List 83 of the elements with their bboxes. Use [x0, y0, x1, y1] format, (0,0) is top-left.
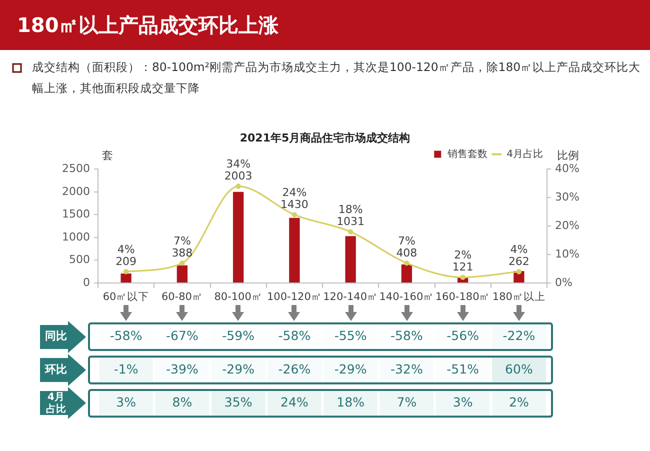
data-label: -56%: [446, 328, 480, 343]
data-label: 60%: [505, 361, 533, 376]
legend-label: 4月占比: [506, 148, 544, 160]
bar: [232, 192, 244, 282]
data-label: 3%: [116, 394, 136, 410]
data-label: 18%: [338, 203, 363, 216]
y2-tick-label: 20%: [555, 218, 580, 232]
data-label: -67%: [166, 328, 198, 343]
bar: [176, 265, 188, 282]
data-label: -1%: [114, 361, 138, 376]
point: [404, 260, 410, 266]
y-tick-label: 1000: [62, 230, 90, 244]
data-label: 408: [396, 246, 418, 260]
point: [292, 212, 298, 218]
point: [123, 269, 129, 274]
point: [180, 260, 185, 266]
y-tick-label: 环比: [44, 362, 67, 376]
legend-label: 销售套数: [446, 148, 488, 160]
bar: [289, 218, 300, 282]
data-label: 35%: [224, 394, 252, 410]
text: 成交结构（面积段）：80-100m²刚需产品为市场成交主力，其次是100-120㎡产品，除180㎡以上产品成交环比大幅上涨，其他面积段成交量下降: [32, 59, 642, 97]
data-label: 7%: [173, 234, 191, 248]
data-label: 7%: [396, 394, 417, 410]
chart-title: 180㎡以上产品成交环比上涨: [17, 12, 279, 39]
data-label: -51%: [446, 361, 480, 376]
bar: [345, 236, 356, 282]
data-label: 2%: [509, 394, 529, 410]
y2-tick-label: 30%: [555, 190, 580, 204]
data-label: -29%: [334, 361, 367, 376]
data-label: -59%: [222, 328, 255, 343]
x-tick-label: 100-120㎡: [267, 291, 322, 304]
point: [348, 229, 354, 234]
data-label: -58%: [390, 328, 423, 343]
data-label: 209: [116, 254, 137, 268]
y-tick-label: 1500: [62, 208, 90, 221]
data-label: -26%: [278, 361, 311, 376]
chart-subtitle: 2021年5月商品住宅市场成交结构: [240, 131, 410, 144]
x-tick-label: 120-140㎡: [323, 291, 378, 304]
data-label: 388: [172, 246, 193, 260]
data-label: 4%: [510, 242, 528, 256]
y2-axis-title: 比例: [557, 149, 579, 162]
data-label: 3%: [452, 394, 473, 410]
x-tick-label: 60㎡以下: [102, 290, 150, 304]
y2-tick-label: 40%: [555, 162, 580, 176]
y-tick-label: 0: [83, 276, 90, 289]
data-label: -29%: [222, 361, 255, 376]
point: [460, 274, 466, 280]
y-tick-label: 2000: [62, 184, 90, 198]
data-label: 4%: [117, 242, 135, 256]
data-label: -58%: [278, 328, 311, 343]
y-tick-label: 4月占比: [46, 392, 66, 415]
data-label: -22%: [502, 328, 536, 343]
x-tick-label: 160-180㎡: [435, 291, 490, 304]
data-label: 121: [452, 260, 474, 274]
x-tick-label: 60-80㎡: [161, 291, 203, 304]
data-label: 34%: [226, 158, 251, 171]
y2-tick-label: 10%: [555, 247, 580, 260]
point: [236, 184, 241, 189]
data-label: 18%: [336, 394, 365, 410]
data-label: 2003: [224, 170, 252, 183]
data-label: -39%: [166, 361, 198, 376]
y2-tick-label: 0%: [555, 276, 572, 289]
data-label: -58%: [110, 328, 142, 343]
x-tick-label: 80-100㎡: [214, 291, 262, 304]
data-label: 1430: [280, 198, 308, 212]
data-label: -32%: [390, 361, 423, 376]
bar: [401, 264, 412, 282]
x-tick-label: 180㎡以上: [492, 290, 546, 304]
x-tick-label: 140-160㎡: [379, 291, 434, 304]
data-label: 2%: [454, 248, 472, 262]
data-label: 24%: [280, 394, 308, 410]
data-label: 262: [508, 254, 530, 268]
y-tick-label: 2500: [62, 162, 90, 176]
data-label: -55%: [334, 328, 367, 343]
y-tick-label: 500: [69, 253, 90, 266]
data-label: 1031: [336, 215, 365, 228]
data-label: 7%: [398, 234, 416, 248]
point: [516, 269, 522, 274]
data-label: 24%: [282, 186, 307, 200]
bar: [120, 273, 132, 282]
y-tick-label: 同比: [45, 330, 67, 343]
data-label: 8%: [172, 394, 192, 410]
y-axis-title: 套: [102, 149, 113, 162]
